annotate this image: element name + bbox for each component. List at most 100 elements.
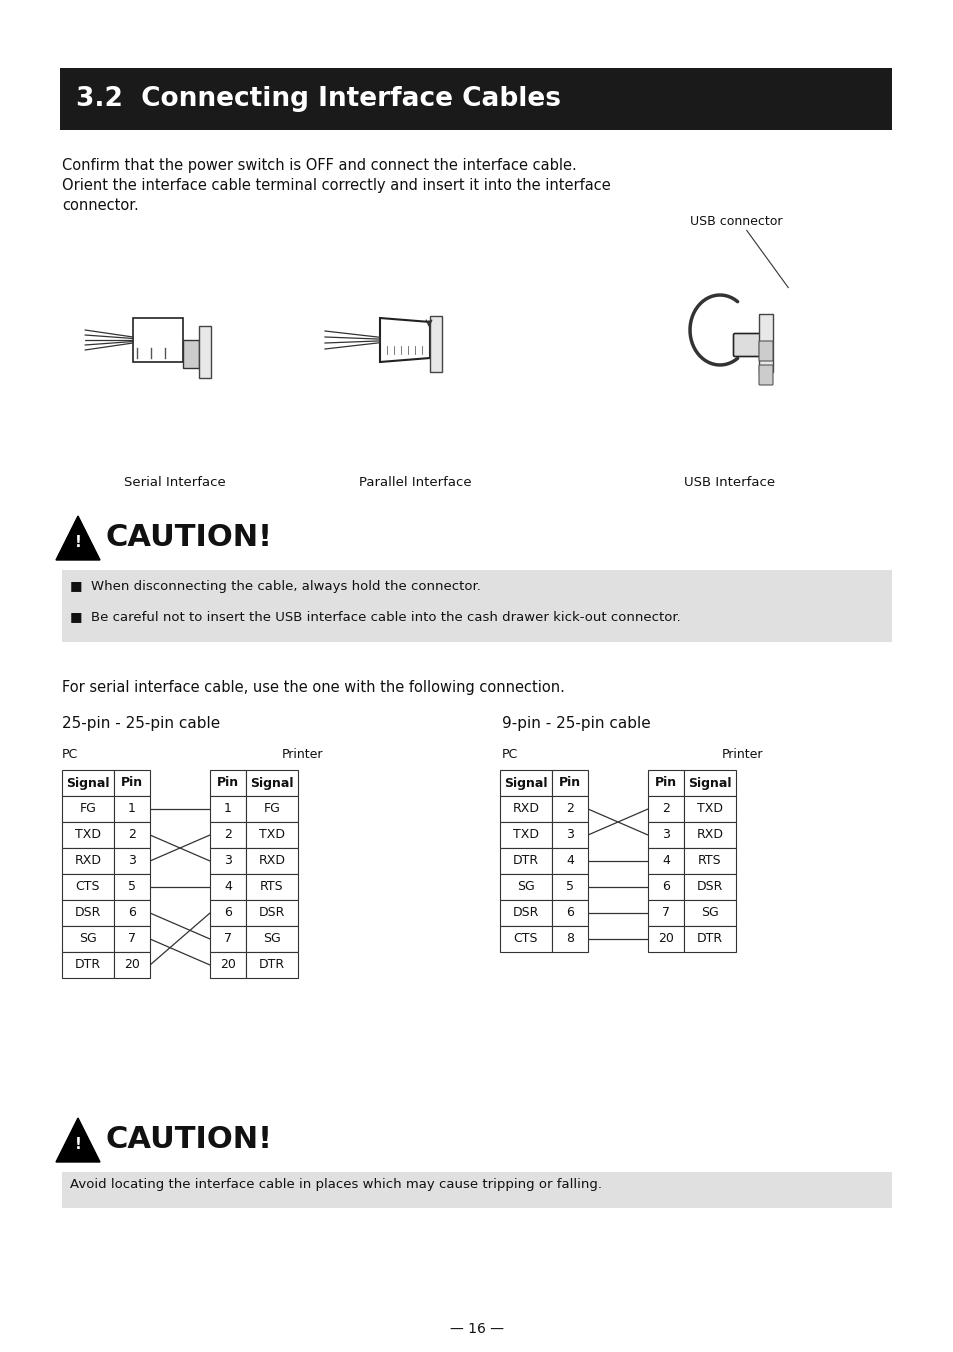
FancyBboxPatch shape <box>759 341 772 361</box>
Text: Avoid locating the interface cable in places which may cause tripping or falling: Avoid locating the interface cable in pl… <box>70 1178 601 1191</box>
FancyBboxPatch shape <box>759 365 772 385</box>
Bar <box>499 771 552 796</box>
Bar <box>683 796 735 822</box>
Bar <box>113 771 150 796</box>
Polygon shape <box>379 318 430 362</box>
Bar <box>210 926 246 952</box>
Text: 20: 20 <box>124 959 140 972</box>
Text: Signal: Signal <box>250 776 294 790</box>
Bar <box>199 326 211 379</box>
Text: 7: 7 <box>224 933 232 945</box>
Bar <box>552 848 587 873</box>
Text: TXD: TXD <box>75 829 101 841</box>
Text: 6: 6 <box>661 880 669 894</box>
Text: Printer: Printer <box>282 748 323 761</box>
Bar <box>499 822 552 848</box>
Bar <box>246 822 297 848</box>
Text: 3: 3 <box>565 829 574 841</box>
Bar <box>60 68 891 130</box>
Text: 25-pin - 25-pin cable: 25-pin - 25-pin cable <box>62 717 220 731</box>
Bar <box>62 822 113 848</box>
Text: 20: 20 <box>220 959 235 972</box>
Text: SG: SG <box>517 880 535 894</box>
Bar <box>647 873 683 900</box>
Text: 3: 3 <box>128 854 135 868</box>
Bar <box>647 771 683 796</box>
Text: 7: 7 <box>661 906 669 919</box>
Text: RXD: RXD <box>258 854 285 868</box>
Bar <box>246 848 297 873</box>
Text: Signal: Signal <box>504 776 547 790</box>
Text: DTR: DTR <box>697 933 722 945</box>
Bar <box>210 771 246 796</box>
Text: PC: PC <box>501 748 517 761</box>
Bar <box>552 771 587 796</box>
Bar <box>499 926 552 952</box>
Text: PC: PC <box>62 748 78 761</box>
Bar <box>62 771 113 796</box>
Text: connector.: connector. <box>62 197 138 214</box>
Text: RXD: RXD <box>512 803 539 815</box>
Text: 5: 5 <box>128 880 136 894</box>
Bar <box>683 771 735 796</box>
Bar <box>210 952 246 977</box>
Bar <box>210 900 246 926</box>
Bar <box>499 900 552 926</box>
Bar <box>552 822 587 848</box>
Text: 3: 3 <box>661 829 669 841</box>
Text: !: ! <box>74 535 81 550</box>
Text: DSR: DSR <box>258 906 285 919</box>
Bar <box>683 873 735 900</box>
Text: 4: 4 <box>661 854 669 868</box>
Text: 5: 5 <box>565 880 574 894</box>
Text: 6: 6 <box>565 906 574 919</box>
FancyBboxPatch shape <box>733 334 760 357</box>
Text: DSR: DSR <box>696 880 722 894</box>
Bar <box>552 873 587 900</box>
Bar <box>683 900 735 926</box>
Bar <box>113 952 150 977</box>
Text: TXD: TXD <box>258 829 285 841</box>
Bar <box>246 952 297 977</box>
Bar <box>552 796 587 822</box>
Text: Confirm that the power switch is OFF and connect the interface cable.: Confirm that the power switch is OFF and… <box>62 158 577 173</box>
Bar <box>683 926 735 952</box>
Text: Signal: Signal <box>687 776 731 790</box>
Bar <box>552 926 587 952</box>
Bar <box>246 796 297 822</box>
Text: 4: 4 <box>565 854 574 868</box>
Text: 8: 8 <box>565 933 574 945</box>
Bar <box>246 900 297 926</box>
Text: USB connector: USB connector <box>689 215 781 228</box>
Text: ■  When disconnecting the cable, always hold the connector.: ■ When disconnecting the cable, always h… <box>70 580 480 594</box>
Text: — 16 —: — 16 — <box>450 1322 503 1336</box>
Bar <box>113 848 150 873</box>
Text: 3: 3 <box>224 854 232 868</box>
Text: 3.2  Connecting Interface Cables: 3.2 Connecting Interface Cables <box>76 87 560 112</box>
Text: 2: 2 <box>565 803 574 815</box>
Bar <box>683 822 735 848</box>
Text: Parallel Interface: Parallel Interface <box>358 476 471 489</box>
Text: RTS: RTS <box>260 880 283 894</box>
Text: 1: 1 <box>224 803 232 815</box>
Text: SG: SG <box>700 906 719 919</box>
Text: USB Interface: USB Interface <box>683 476 775 489</box>
Bar <box>113 796 150 822</box>
Text: 1: 1 <box>128 803 135 815</box>
Bar <box>647 848 683 873</box>
Bar <box>499 873 552 900</box>
Polygon shape <box>56 516 100 560</box>
Bar <box>132 318 183 362</box>
Bar <box>113 822 150 848</box>
Bar <box>62 571 891 642</box>
Text: RTS: RTS <box>698 854 721 868</box>
Text: FG: FG <box>79 803 96 815</box>
Text: RXD: RXD <box>74 854 101 868</box>
Text: 2: 2 <box>224 829 232 841</box>
Bar <box>183 339 199 368</box>
Text: ■  Be careful not to insert the USB interface cable into the cash drawer kick-ou: ■ Be careful not to insert the USB inter… <box>70 610 680 623</box>
Text: DTR: DTR <box>75 959 101 972</box>
Bar <box>647 900 683 926</box>
Bar <box>499 848 552 873</box>
Text: Serial Interface: Serial Interface <box>124 476 226 489</box>
